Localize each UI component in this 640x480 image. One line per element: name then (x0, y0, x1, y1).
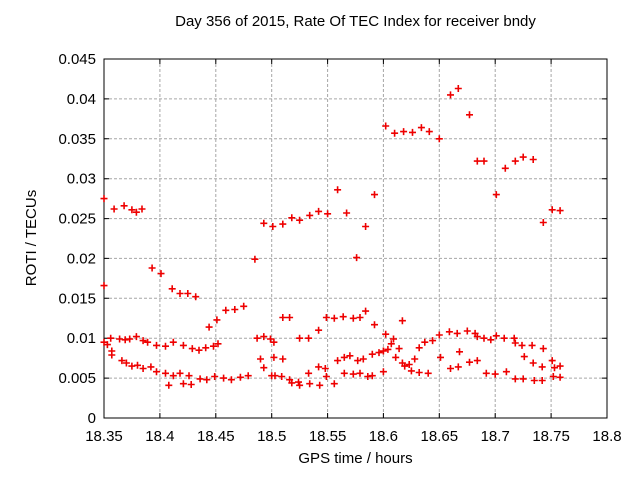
x-tick-label: 18.8 (592, 428, 621, 445)
y-tick-label: 0.035 (58, 131, 96, 148)
tick-marks (103, 58, 608, 419)
plot-border (103, 58, 608, 419)
chart-title: Day 356 of 2015, Rate Of TEC Index for r… (175, 13, 536, 30)
x-axis-label: GPS time / hours (298, 450, 413, 467)
x-tick-label: 18.55 (309, 428, 347, 445)
y-tick-label: 0.01 (67, 330, 96, 347)
y-tick-label: 0.04 (67, 91, 96, 108)
x-tick-label: 18.4 (145, 428, 174, 445)
y-tick-label: 0.03 (67, 171, 96, 188)
y-tick-label: 0.015 (58, 290, 96, 307)
y-tick-label: 0.02 (67, 250, 96, 267)
x-tick-label: 18.45 (197, 428, 235, 445)
y-tick-label: 0.005 (58, 370, 96, 387)
y-tick-label: 0.025 (58, 211, 96, 228)
x-tick-label: 18.5 (257, 428, 286, 445)
x-tick-label: 18.35 (85, 428, 123, 445)
data-points (100, 85, 564, 389)
x-tick-label: 18.7 (481, 428, 510, 445)
y-tick-label: 0.045 (58, 51, 96, 68)
y-axis-label: ROTI / TECUs (23, 189, 40, 287)
y-tick-label: 0 (88, 410, 96, 427)
gridlines (104, 59, 607, 418)
x-tick-label: 18.75 (532, 428, 570, 445)
x-tick-label: 18.65 (421, 428, 459, 445)
x-tick-label: 18.6 (369, 428, 398, 445)
